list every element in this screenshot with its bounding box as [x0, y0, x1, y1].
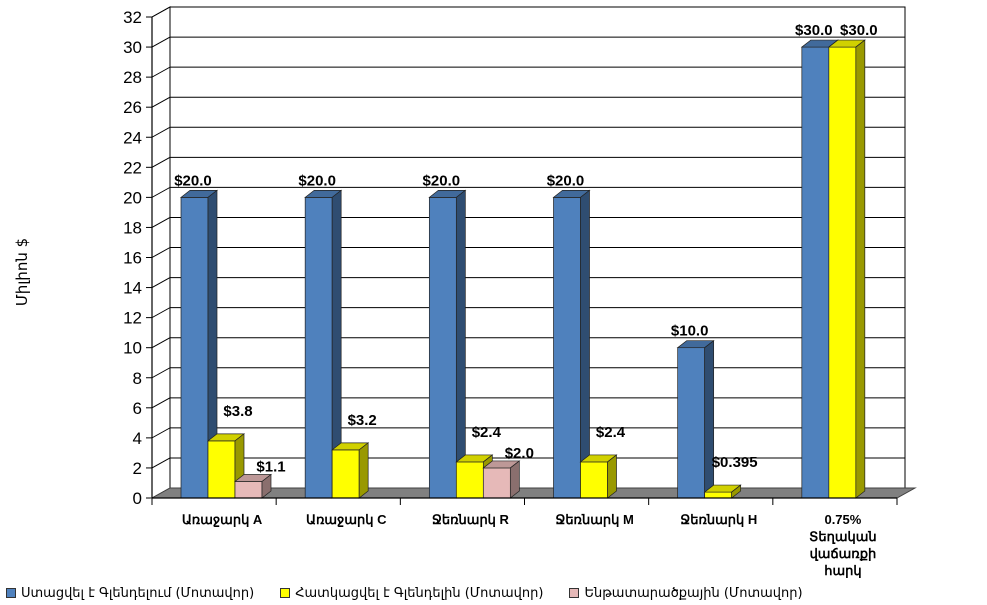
y-tick-label: 28	[123, 68, 142, 87]
data-label: $20.0	[298, 172, 336, 189]
legend-item: Ստացվել է Գլենդելում (Մոտավոր)	[6, 586, 254, 601]
legend-label: Հատկացվել է Գլենդելին (Մոտավոր)	[295, 585, 544, 601]
gridline-side	[151, 66, 171, 78]
y-tick-label: 0	[133, 489, 142, 508]
data-label: $1.1	[256, 458, 285, 475]
gridline-side	[151, 277, 171, 288]
y-axis-title: Միլիոն $	[13, 238, 31, 306]
gridline-side	[151, 126, 171, 138]
bar-1-front	[677, 347, 706, 499]
y-tick-label: 4	[133, 429, 142, 448]
gridline-side	[151, 36, 171, 48]
bar-1-front	[801, 46, 830, 499]
bar-2-side	[358, 442, 369, 499]
data-label: $2.0	[505, 445, 534, 462]
legend-item: Հատկացվել է Գլենդելին (Մոտավոր)	[280, 586, 543, 601]
gridline-side	[151, 96, 171, 108]
y-tick-label: 24	[123, 128, 142, 147]
legend: Ստացվել է Գլենդելում (Մոտավոր) Հատկացվել …	[6, 583, 981, 603]
gridline-side	[151, 6, 171, 18]
data-label: $20.0	[547, 172, 585, 189]
x-category-label: Տեղական	[809, 529, 876, 544]
bar-3-front	[234, 481, 263, 499]
data-label: $30.0	[795, 22, 833, 39]
bar-1-front	[428, 197, 457, 499]
data-label: $2.4	[472, 424, 502, 441]
bar-1-side	[455, 189, 466, 499]
gridline-side	[151, 156, 171, 168]
legend-swatch	[569, 588, 580, 598]
bar-3-front	[482, 467, 511, 499]
x-category-label: Առաջարկ C	[306, 512, 387, 527]
bar-2-side	[607, 454, 617, 499]
gridline-side	[151, 337, 171, 349]
bar-1-front	[304, 197, 333, 499]
y-tick-label: 8	[133, 369, 142, 388]
bar-2-front	[331, 449, 360, 499]
y-tick-label: 10	[123, 339, 142, 358]
y-tick-label: 18	[123, 218, 142, 237]
y-tick-label: 30	[123, 38, 142, 57]
gridline-side	[151, 217, 171, 228]
x-category-label: 0.75%	[824, 512, 861, 527]
gridline-side	[151, 367, 171, 379]
bar-1-front	[553, 197, 581, 499]
legend-swatch	[280, 588, 291, 598]
bar-2-side	[855, 39, 866, 499]
y-tick-label: 2	[133, 459, 142, 478]
data-label: $0.395	[712, 454, 758, 471]
data-label: $2.4	[596, 424, 626, 441]
data-labels: $20.0$3.8$1.1$20.0$3.2$20.0$2.4$2.0$20.0…	[174, 22, 877, 475]
bar-1-side	[580, 189, 590, 499]
legend-label: Ստացվել է Գլենդելում (Մոտավոր)	[21, 585, 255, 601]
gridline-side	[151, 397, 171, 409]
legend-item: Ենթատարածքային (Մոտավոր)	[569, 585, 803, 601]
legend-swatch	[6, 588, 16, 598]
gridline-side	[151, 457, 171, 469]
x-category-label: Ջեռնարկ R	[432, 512, 510, 527]
gridline-side	[151, 247, 171, 258]
bar-2-front	[207, 440, 236, 499]
y-tick-label: 20	[123, 188, 142, 207]
x-category-label: Առաջարկ A	[182, 512, 263, 527]
data-label: $30.0	[840, 22, 878, 39]
y-tick-label: 26	[123, 98, 142, 117]
gridlines	[151, 6, 906, 499]
gridline-side	[151, 186, 171, 198]
legend-label: Ենթատարածքային (Մոտավոր)	[584, 585, 803, 601]
x-category-label: հարկ	[824, 563, 861, 578]
y-tick-label: 16	[123, 249, 142, 268]
y-tick-label: 12	[123, 309, 142, 328]
bar-3-side	[509, 460, 520, 499]
y-tick-label: 22	[123, 158, 142, 177]
bar-1-side	[704, 339, 715, 499]
bar-2-front	[580, 461, 608, 499]
bar-2-side	[731, 484, 742, 499]
x-category-label: վաճառքի	[810, 546, 877, 561]
x-axis: Առաջարկ A Առաջարկ C Ջեռնարկ R Ջեռնարկ M Ջեռն…	[151, 497, 898, 578]
data-label: $20.0	[423, 172, 461, 189]
y-tick-label: 14	[123, 279, 142, 298]
bar-1-front	[180, 197, 209, 499]
bar-2-front	[455, 461, 484, 499]
gridline-side	[151, 307, 171, 319]
bars	[179, 39, 866, 499]
x-category-label: Ջեռնարկ H	[680, 512, 757, 527]
data-label: $10.0	[671, 323, 709, 340]
y-tick-label: 6	[133, 399, 142, 418]
x-category-label: Ջեռնարկ M	[555, 512, 633, 527]
data-label: $20.0	[174, 172, 212, 189]
bar-2-front	[704, 491, 733, 499]
y-tick-label: 32	[123, 8, 142, 27]
bar-2-front	[828, 46, 857, 499]
bar-3-side	[261, 473, 272, 499]
data-label: $3.8	[223, 403, 252, 420]
data-label: $3.2	[348, 412, 377, 429]
gridline-side	[151, 427, 171, 439]
